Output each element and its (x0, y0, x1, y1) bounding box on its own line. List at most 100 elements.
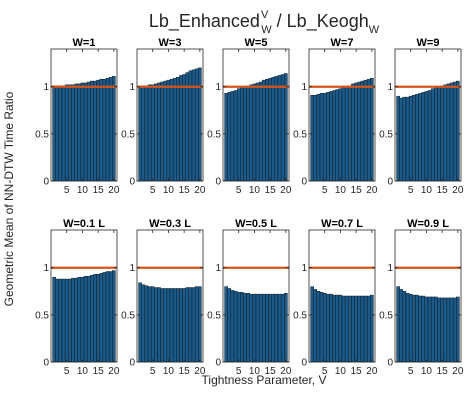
bar (437, 297, 441, 363)
bar (194, 286, 199, 363)
y-tick-label: 0 (129, 358, 135, 369)
subplot-title: W=0.1 L (63, 218, 105, 230)
bar (243, 292, 247, 363)
bar (99, 273, 104, 363)
bar (74, 277, 78, 363)
bar (258, 293, 263, 363)
x-tick-label: 15 (351, 185, 363, 196)
bar (456, 296, 460, 363)
bar (351, 83, 355, 182)
bar (405, 292, 410, 363)
bar (366, 295, 371, 363)
bar (326, 92, 330, 182)
subplot-title: W=0.5 L (235, 218, 277, 230)
figure-title: Lb_EnhancedV W / Lb_KeoghW (149, 9, 380, 36)
y-tick-label: 1 (301, 82, 307, 93)
bar (166, 79, 171, 182)
bar (434, 296, 438, 363)
plot-area-frame (136, 229, 204, 363)
bar (154, 83, 158, 182)
y-tick-label: 1 (43, 82, 49, 93)
bar (169, 288, 174, 363)
plot-area-frame (222, 229, 290, 363)
bar (332, 90, 336, 182)
x-tick-label: 15 (179, 366, 191, 377)
figure-title-separator: / Lb_Keogh (272, 11, 369, 32)
bar (236, 88, 241, 182)
bar (415, 294, 419, 363)
bar (233, 291, 238, 363)
y-tick-label: 1 (387, 82, 393, 93)
bar (326, 293, 330, 363)
bar (274, 293, 279, 363)
bar (64, 278, 69, 363)
plot-area-frame (50, 48, 118, 182)
bar (329, 293, 333, 363)
subplot: 00.515 10 15 20W=5 (207, 37, 292, 196)
bar (421, 92, 426, 182)
bar (141, 85, 146, 182)
y-tick-label: 0 (43, 177, 49, 188)
bar (313, 289, 318, 363)
bar (262, 293, 266, 363)
y-tick-label: 0 (387, 177, 393, 188)
bar (52, 85, 56, 182)
y-axis-label: Geometric Mean of NN-DTW Time Ratio (2, 91, 16, 306)
plot-area-frame (308, 229, 376, 363)
bar (415, 94, 419, 182)
plot-area-frame (308, 48, 376, 182)
bar (191, 287, 196, 363)
bar (360, 295, 365, 363)
bar (163, 80, 168, 182)
bar (179, 288, 183, 363)
bar (58, 278, 63, 363)
bar (430, 296, 435, 363)
subplot-title: W=0.3 L (149, 218, 191, 230)
bar (77, 83, 82, 182)
bar (408, 95, 413, 182)
y-tick-label: 0.5 (379, 129, 393, 140)
x-tick-label: 20 (280, 366, 292, 377)
x-tick-label: 5 (322, 366, 328, 377)
bar (396, 95, 400, 182)
bar (182, 288, 186, 363)
y-tick-label: 1 (129, 82, 135, 93)
bar (366, 78, 371, 182)
subplot: 00.515 10 15 20W=0.5 L (207, 218, 292, 377)
bar (412, 294, 416, 363)
x-tick-label: 20 (452, 366, 464, 377)
bar (105, 271, 110, 363)
bar (249, 293, 254, 363)
y-tick-label: 0.5 (379, 310, 393, 321)
bar (255, 293, 260, 363)
bar (284, 73, 288, 182)
bar (179, 75, 183, 182)
bar (141, 284, 146, 363)
bar (354, 295, 358, 363)
y-tick-label: 1 (215, 82, 221, 93)
bar (157, 82, 161, 182)
bar (138, 282, 142, 363)
bar (446, 297, 451, 363)
subplot-title: W=0.9 L (407, 218, 449, 230)
bar (160, 288, 164, 363)
bar (440, 297, 444, 363)
bar (240, 292, 244, 363)
bar (418, 93, 422, 182)
bar (446, 83, 451, 182)
x-tick-label: 10 (77, 185, 89, 196)
figure-title-subscript: W (261, 24, 272, 36)
x-tick-label: 10 (421, 185, 433, 196)
bar (74, 83, 78, 182)
bar (449, 297, 454, 363)
bar (427, 90, 432, 182)
x-tick-label: 10 (163, 366, 175, 377)
bar (80, 276, 85, 363)
bar (172, 78, 177, 182)
bar (313, 94, 318, 182)
bar (90, 275, 94, 363)
bar (354, 82, 358, 182)
y-tick-label: 1 (43, 263, 49, 274)
bar (112, 76, 116, 182)
subplot-title: W=5 (245, 37, 268, 49)
